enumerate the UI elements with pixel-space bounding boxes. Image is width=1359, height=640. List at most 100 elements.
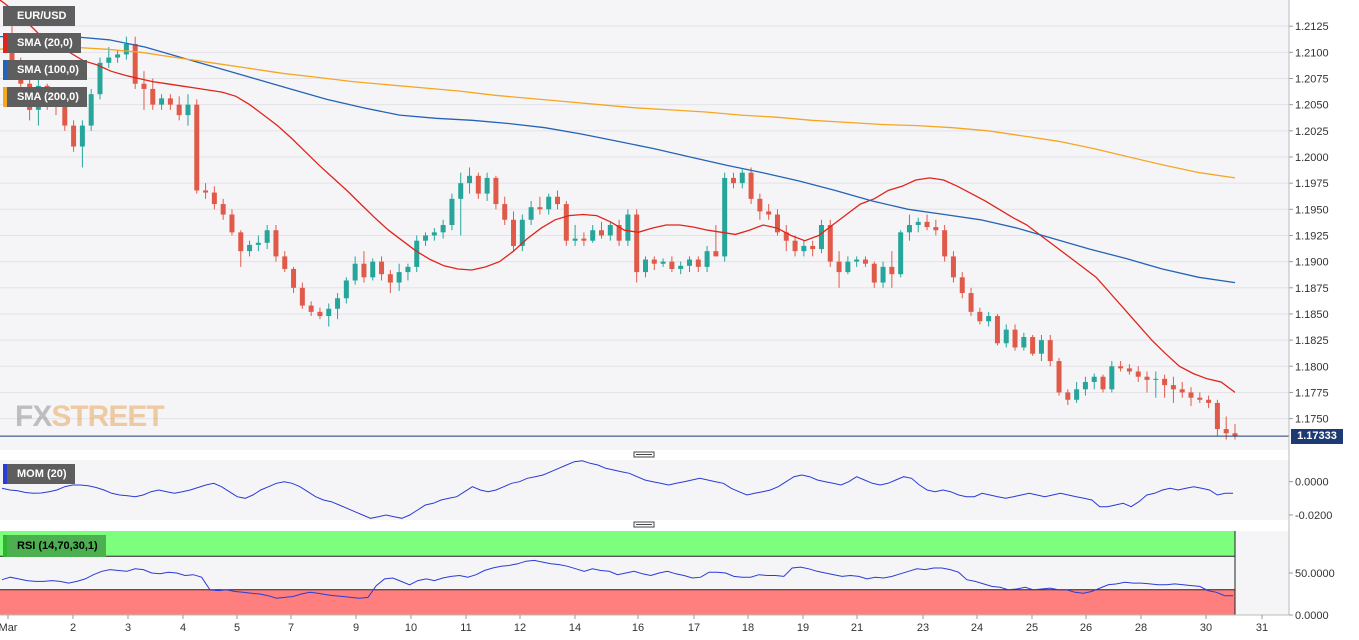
price-axis-label: 1.2125 (1295, 21, 1329, 33)
candle-body (1047, 340, 1053, 362)
price-axis-label: 1.1850 (1295, 309, 1329, 321)
sma-line-200 (0, 46, 1236, 179)
candle-body (475, 175, 481, 194)
rsi-overbought-zone (0, 531, 1235, 557)
pane-resize-handles[interactable] (633, 451, 655, 528)
candle-body (1118, 366, 1124, 369)
candle-body (1188, 392, 1194, 398)
candle-body (379, 261, 385, 275)
x-axis-label: Mar (0, 622, 18, 634)
price-axis-label: 1.1825 (1295, 335, 1329, 347)
candle-body (950, 256, 956, 278)
x-axis-label: 18 (742, 622, 754, 634)
candle-body (440, 225, 446, 233)
candle-body (88, 94, 94, 126)
sma20-tag[interactable]: SMA (20,0) (3, 33, 81, 53)
price-axis-label: 1.1750 (1295, 414, 1329, 426)
candle-body (959, 277, 965, 294)
candle-body (748, 172, 754, 199)
price-plot-background (0, 0, 1289, 450)
candle-body (977, 311, 983, 322)
candle-body (1056, 361, 1062, 393)
candle-body (871, 263, 877, 283)
candle-body (308, 305, 314, 312)
rsi-axis-label: 50.0000 (1295, 568, 1335, 580)
sma100-swatch (3, 60, 7, 80)
candle-body (528, 207, 534, 220)
candle-body (502, 204, 508, 220)
candle-body (1082, 381, 1088, 390)
candle-body (801, 245, 807, 252)
candle-body (97, 62, 103, 95)
candle-body (827, 225, 833, 262)
rsi-line (1, 559, 1233, 599)
x-axis-label: 24 (971, 622, 983, 634)
candle-body (229, 214, 235, 233)
price-axis-label: 1.1950 (1295, 204, 1329, 216)
candle-body (449, 198, 455, 225)
candle-body (282, 256, 288, 269)
x-axis-label: 2 (70, 622, 76, 634)
candle-body (343, 280, 349, 299)
candle-body (1197, 397, 1203, 400)
axis-layer: 1.2125 1.2100 1.2075 1.2050 1.2025 1.2000 1.19… (0, 0, 1335, 634)
mom-line (1, 460, 1233, 519)
candle-body (563, 204, 569, 241)
candle-body (1153, 378, 1159, 380)
candle-body (581, 238, 587, 241)
candle-body (1144, 376, 1150, 380)
candle-body (519, 219, 525, 246)
candle-body (1206, 399, 1212, 403)
symbol-swatch (3, 6, 7, 26)
candle-body (607, 225, 613, 236)
candle-body (739, 172, 745, 184)
sma-line-100 (0, 35, 1236, 284)
candle-body (546, 196, 552, 210)
candle-body (185, 104, 191, 116)
x-axis-label: 11 (460, 622, 471, 634)
candle-body (203, 190, 209, 193)
candle-body (159, 98, 165, 105)
candle-body (141, 83, 147, 89)
mom-swatch (3, 464, 7, 484)
rsi-layer (0, 531, 1236, 615)
candle-body (247, 244, 253, 252)
mom-tag[interactable]: MOM (20) (3, 464, 75, 484)
candle-body (176, 104, 182, 116)
mom-layer (1, 460, 1233, 519)
sma100-label: SMA (100,0) (17, 64, 79, 76)
price-axis-label: 1.1900 (1295, 257, 1329, 269)
x-axis-label: 19 (797, 622, 809, 634)
candle-body (123, 43, 129, 55)
candle-body (669, 261, 675, 269)
candle-body (704, 251, 710, 267)
candle-body (1232, 433, 1238, 437)
candle-body (458, 183, 464, 199)
candle-body (774, 214, 780, 233)
sma200-label: SMA (200,0) (17, 91, 79, 103)
candle-body (167, 98, 173, 105)
sma100-tag[interactable]: SMA (100,0) (3, 60, 87, 80)
price-axis-label: 1.2100 (1295, 47, 1329, 59)
candle-body (555, 196, 561, 205)
candle-body (1021, 336, 1027, 348)
candle-body (1223, 429, 1229, 434)
candle-body (1126, 368, 1132, 372)
mom-plot-background (0, 460, 1289, 520)
price-axis-label: 1.1925 (1295, 230, 1329, 242)
price-axis-label: 1.2025 (1295, 126, 1329, 138)
symbol-tag[interactable]: EUR/USD (3, 6, 75, 26)
candle-body (1091, 376, 1097, 382)
price-axis-label: 1.1775 (1295, 387, 1329, 399)
candle-body (792, 240, 798, 252)
mom-label: MOM (20) (17, 468, 67, 480)
candle-body (1214, 402, 1220, 430)
candle-body (810, 245, 816, 250)
sma200-tag[interactable]: SMA (200,0) (3, 87, 87, 107)
candle-body (695, 259, 701, 267)
candle-body (625, 214, 631, 241)
candle-body (616, 225, 622, 241)
rsi-tag[interactable]: RSI (14,70,30,1) (3, 535, 106, 557)
